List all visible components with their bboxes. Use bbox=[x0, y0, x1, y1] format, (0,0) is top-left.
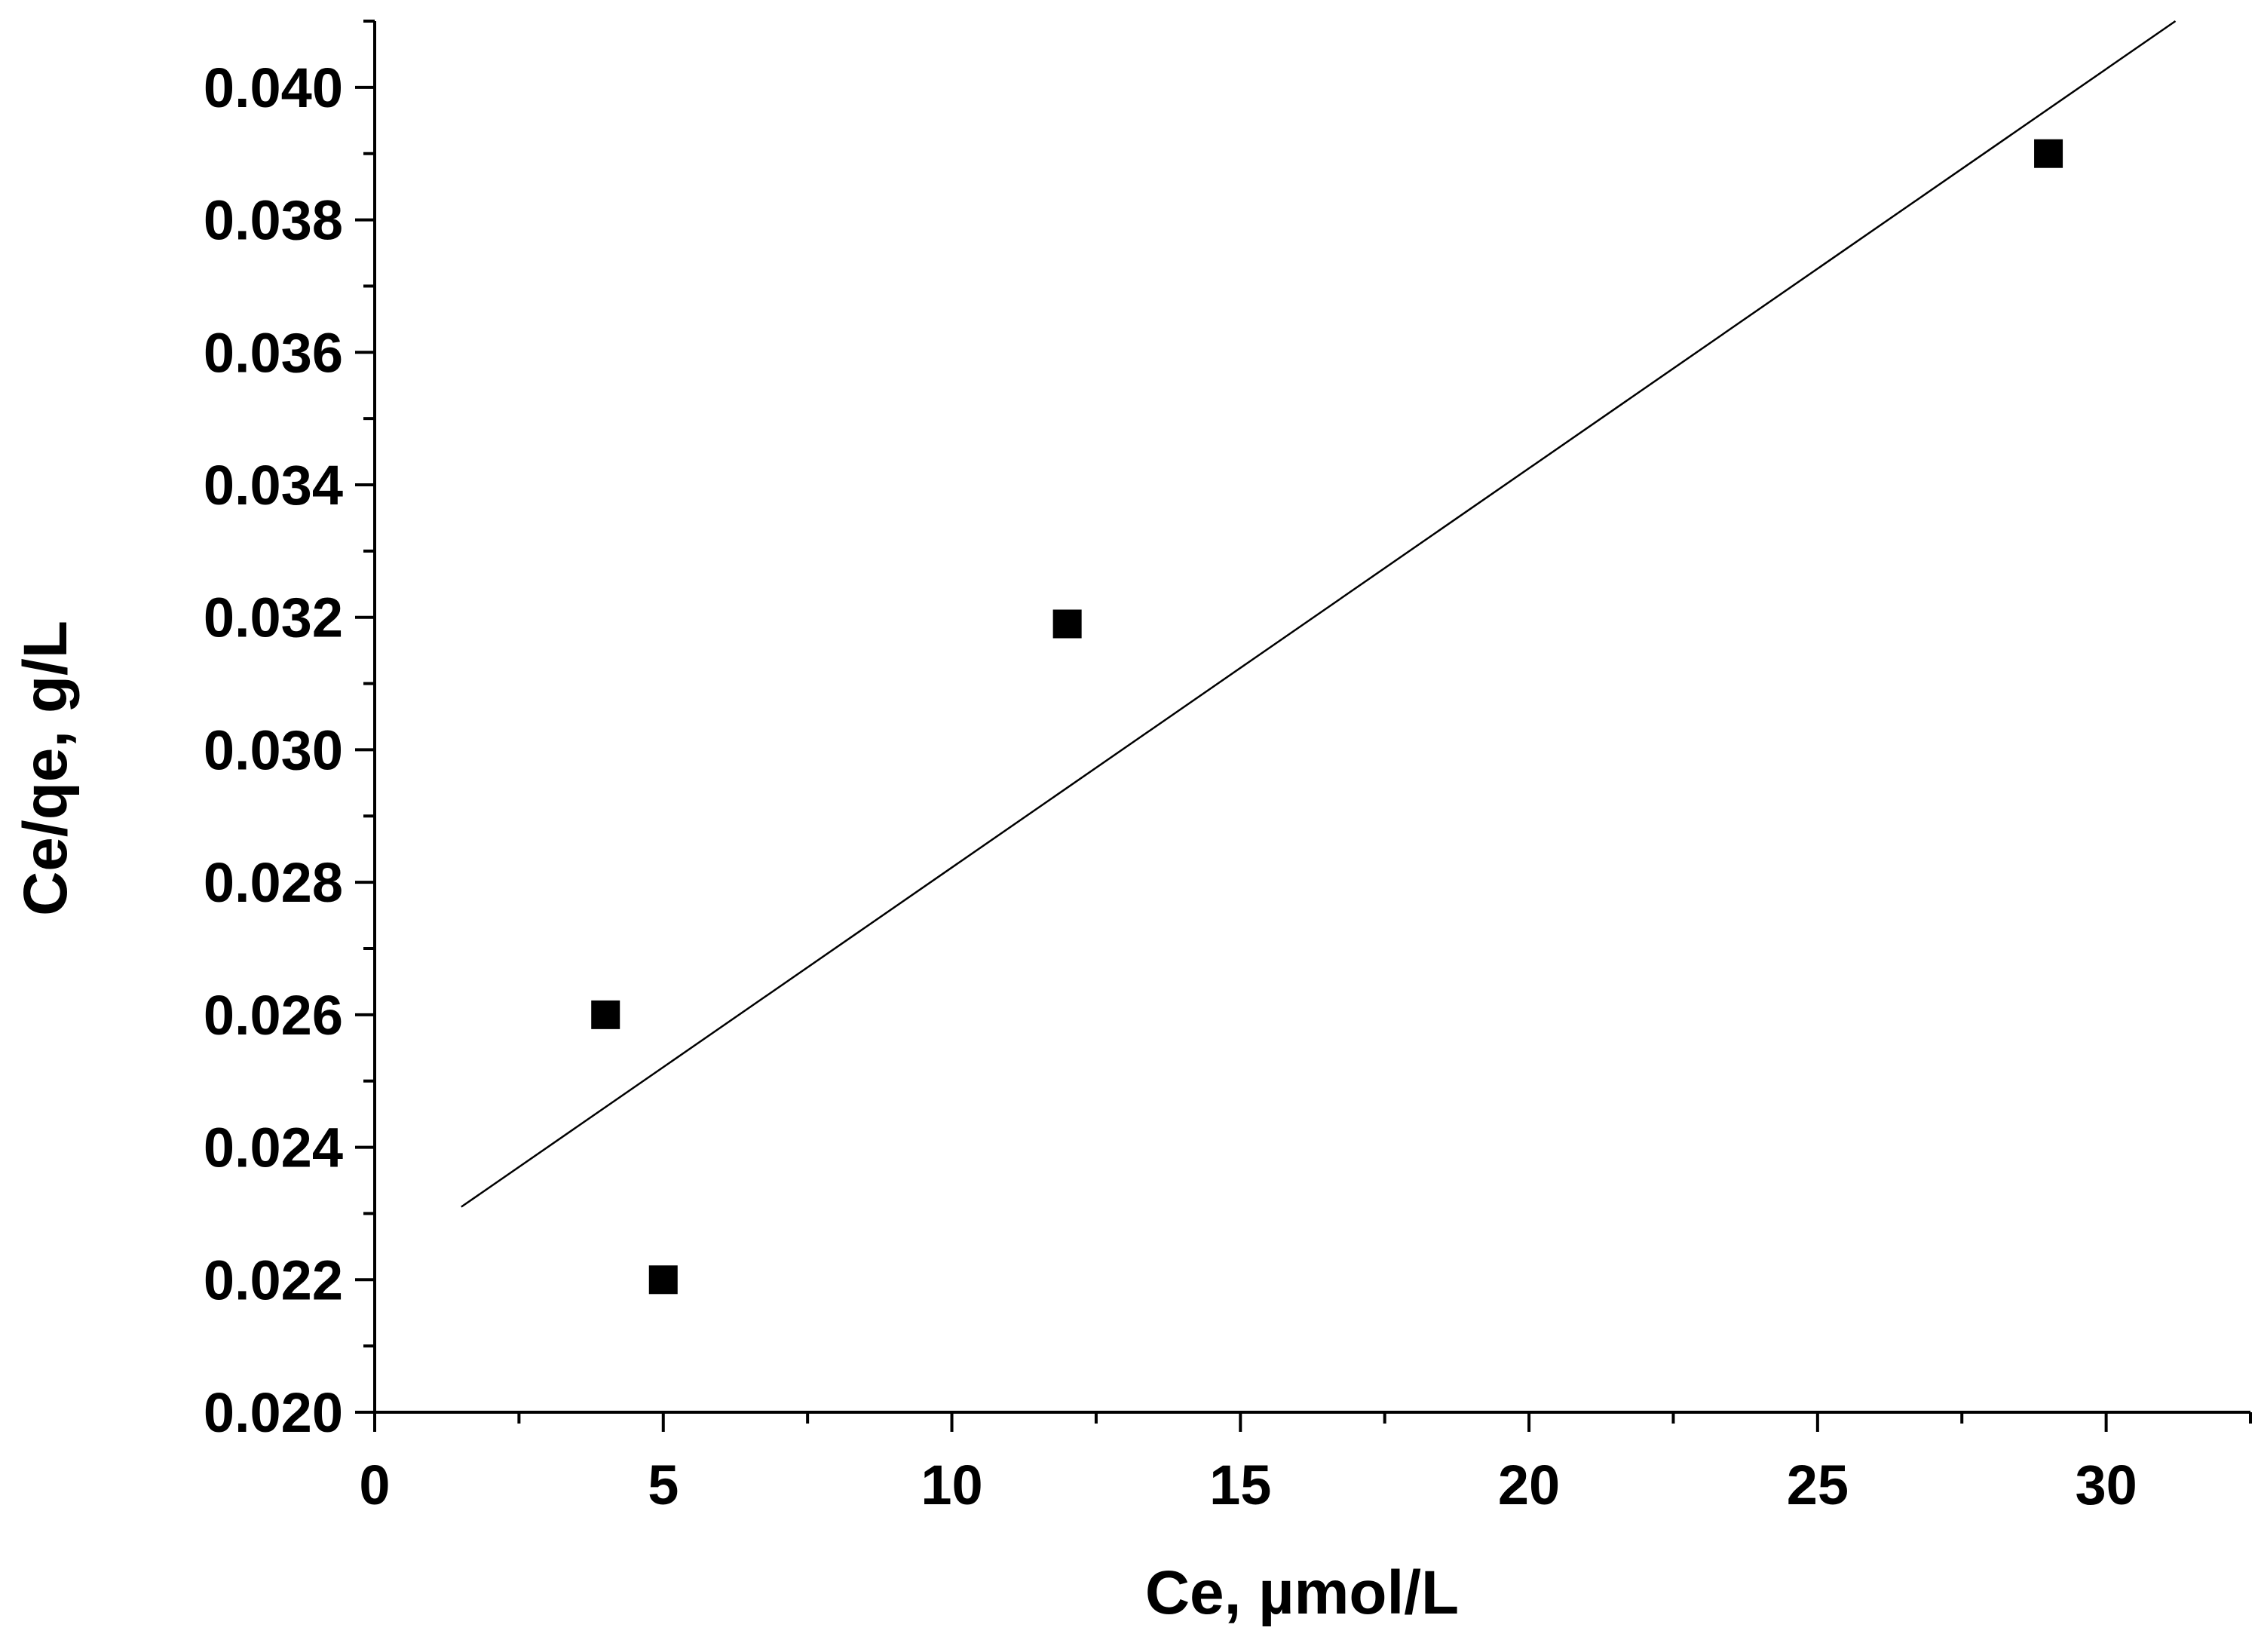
ticks bbox=[355, 20, 2252, 1432]
data-point bbox=[648, 1265, 678, 1295]
x-tick-label: 30 bbox=[2075, 1454, 2137, 1516]
y-tick-label: 0.024 bbox=[204, 1117, 343, 1179]
tick-labels: 0 5 10 15 20 25 30 0.020 0.022 0.024 0.026 0.028 0.0… bbox=[204, 57, 2137, 1516]
axes bbox=[373, 21, 2250, 1414]
y-tick-label: 0.040 bbox=[204, 57, 343, 119]
x-tick-label: 10 bbox=[921, 1454, 982, 1516]
y-tick-label: 0.032 bbox=[204, 587, 343, 649]
x-axis-title: Ce, µmol/L bbox=[1145, 1559, 1459, 1627]
data-point bbox=[2034, 139, 2063, 168]
y-tick-label: 0.028 bbox=[204, 851, 343, 914]
data-point bbox=[591, 1000, 620, 1029]
x-tick-label: 0 bbox=[359, 1454, 390, 1516]
y-tick-label: 0.038 bbox=[204, 189, 343, 252]
x-tick-label: 25 bbox=[1787, 1454, 1849, 1516]
y-tick-label: 0.036 bbox=[204, 321, 343, 384]
data-points bbox=[591, 139, 2063, 1295]
fit-line bbox=[461, 20, 2177, 1208]
y-tick-label: 0.022 bbox=[204, 1249, 343, 1311]
fit-line-group bbox=[461, 20, 2177, 1208]
y-axis-title: Ce/qe, g/L bbox=[11, 621, 80, 916]
x-tick-label: 5 bbox=[648, 1454, 679, 1516]
y-tick-label: 0.020 bbox=[204, 1381, 343, 1444]
y-tick-label: 0.026 bbox=[204, 984, 343, 1047]
y-tick-label: 0.030 bbox=[204, 719, 343, 781]
y-tick-label: 0.034 bbox=[204, 454, 343, 516]
x-tick-label: 15 bbox=[1209, 1454, 1271, 1516]
x-tick-label: 20 bbox=[1498, 1454, 1560, 1516]
data-point bbox=[1052, 609, 1082, 639]
